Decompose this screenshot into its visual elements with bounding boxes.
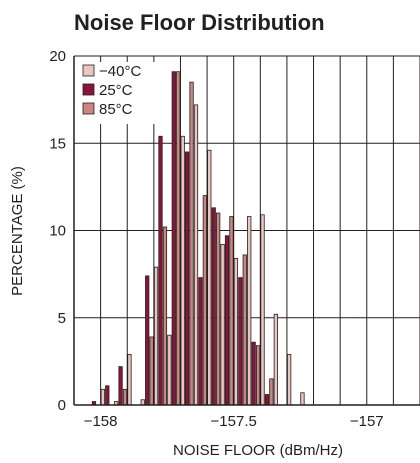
bar [158, 135, 163, 406]
bar [220, 244, 225, 406]
x-tick-label: −157 [350, 413, 384, 430]
bar [118, 366, 123, 406]
bar [238, 277, 243, 406]
legend-swatch [82, 102, 95, 115]
bar [247, 216, 252, 406]
bar [287, 353, 292, 406]
y-tick-label: 0 [58, 397, 66, 414]
bar [105, 385, 110, 406]
bar [189, 81, 194, 406]
bar [184, 151, 190, 406]
bar [207, 149, 212, 406]
bar [255, 345, 261, 406]
bar [193, 104, 199, 406]
legend: −40°C 25°C 85°C [80, 62, 158, 124]
y-tick-label: 20 [49, 48, 66, 65]
bar [242, 254, 247, 406]
bar [198, 277, 203, 406]
bar [140, 399, 145, 406]
bar [202, 195, 207, 406]
bar [269, 378, 274, 406]
y-tick-label: 5 [58, 310, 66, 327]
legend-label: 85°C [99, 101, 133, 118]
bar [216, 212, 221, 406]
bar [260, 214, 265, 406]
bar [153, 266, 159, 406]
bar [100, 388, 105, 406]
y-tick-label: 15 [49, 135, 66, 152]
x-tick-label: −158 [84, 413, 118, 430]
legend-label: −40°C [99, 63, 141, 80]
bar [176, 71, 181, 406]
bar [180, 135, 185, 406]
y-tick-labels: 0 5 10 15 20 [49, 48, 66, 414]
bar [224, 235, 230, 406]
bar [300, 392, 305, 406]
bar [127, 353, 132, 406]
bar [167, 334, 172, 406]
legend-swatch [82, 64, 95, 77]
chart-title: Noise Floor Distribution [74, 10, 325, 35]
bar-series [91, 71, 305, 406]
bar [149, 336, 154, 406]
bar [171, 71, 176, 406]
bar [122, 388, 128, 406]
bar [211, 207, 216, 406]
bar [233, 258, 239, 406]
x-tick-labels: −158 −157.5 −157 [84, 413, 384, 430]
legend-label: 25°C [99, 82, 133, 99]
y-axis-label: PERCENTAGE (%) [9, 166, 26, 296]
bar [273, 313, 278, 406]
bar [264, 394, 270, 406]
bar [251, 341, 256, 406]
x-axis-label: NOISE FLOOR (dBm/Hz) [173, 442, 343, 459]
bar [145, 275, 150, 406]
bar [229, 216, 234, 406]
x-tick-label: −157.5 [211, 413, 257, 430]
axes [73, 56, 420, 406]
legend-swatch [82, 83, 95, 96]
y-tick-label: 10 [49, 223, 66, 240]
bar [162, 226, 168, 406]
